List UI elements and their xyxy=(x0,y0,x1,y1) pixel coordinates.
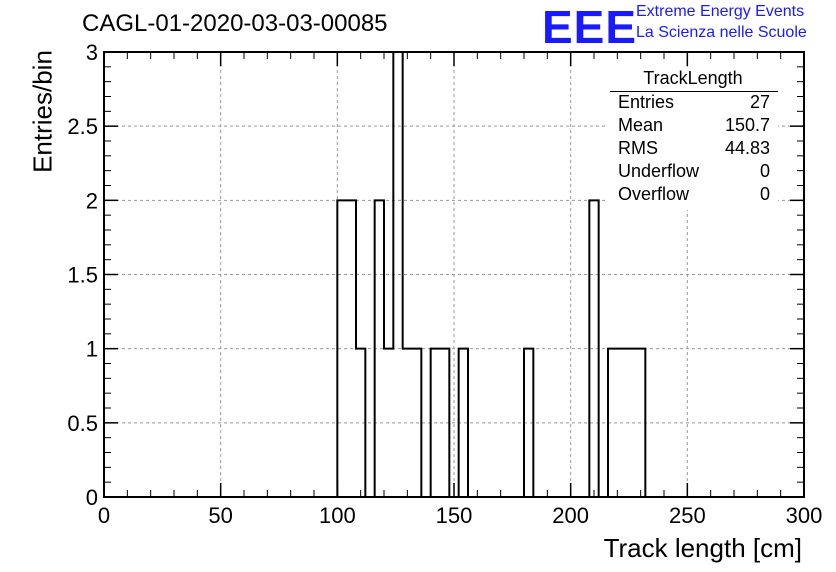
plot-frame xyxy=(103,51,805,498)
stats-value: 27 xyxy=(749,92,770,112)
histogram-bin xyxy=(524,349,533,497)
logo-tagline-1: Extreme Energy Events xyxy=(636,3,805,20)
x-tick-label: 300 xyxy=(786,503,823,528)
histogram-bin xyxy=(431,349,440,497)
histogram-bin xyxy=(636,349,645,497)
histogram-bin xyxy=(375,200,384,497)
y-tick-label: 2 xyxy=(86,188,98,213)
stats-key: Underflow xyxy=(618,161,700,181)
stats-key: Overflow xyxy=(618,184,690,204)
x-axis-label: Track length [cm] xyxy=(603,533,802,563)
x-tick-label: 150 xyxy=(436,503,473,528)
histogram-bin xyxy=(384,349,393,497)
y-tick-label: 1 xyxy=(86,337,98,362)
stats-value: 150.7 xyxy=(724,115,770,135)
eee-logo: EEE xyxy=(542,1,638,53)
x-tick-label: 200 xyxy=(552,503,589,528)
x-tick-label: 0 xyxy=(98,503,110,528)
histogram-bin xyxy=(347,200,356,497)
histogram-bin xyxy=(589,200,598,497)
stats-value: 44.83 xyxy=(724,138,770,158)
x-tick-label: 50 xyxy=(208,503,232,528)
stats-row-underflow: Underflow 0 xyxy=(618,161,770,183)
histogram-bin xyxy=(617,349,626,497)
histogram-bin xyxy=(627,349,636,497)
histogram-bin xyxy=(440,349,449,497)
stats-row-mean: Mean 150.7 xyxy=(618,115,770,137)
y-axis-label: Entries/bin xyxy=(27,50,58,173)
y-tick-label: 0 xyxy=(86,485,98,510)
histogram-bin xyxy=(403,349,412,497)
stats-key: Mean xyxy=(618,115,664,135)
stats-value: 0 xyxy=(759,184,770,204)
stats-row-rms: RMS 44.83 xyxy=(618,138,770,160)
stats-row-overflow: Overflow 0 xyxy=(618,184,770,206)
y-tick-label: 1.5 xyxy=(67,263,98,288)
stats-row-entries: Entries 27 xyxy=(618,92,770,114)
logo-tagline-2: La Scienza nelle Scuole xyxy=(636,24,807,41)
stats-value: 0 xyxy=(759,161,770,181)
run-title: CAGL-01-2020-03-03-00085 xyxy=(82,10,388,37)
histogram-bin xyxy=(393,52,402,497)
x-tick-label: 100 xyxy=(319,503,356,528)
histogram-bin xyxy=(412,349,421,497)
histogram-bin xyxy=(356,349,365,497)
stats-key: Entries xyxy=(618,92,675,112)
histogram-bin xyxy=(459,349,468,497)
tick-labels: 0 50 100 150 200 250 300 0 0.5 1 1.5 2 2.5 3 xyxy=(67,40,822,528)
y-tick-label: 2.5 xyxy=(67,114,98,139)
y-tick-label: 3 xyxy=(86,40,98,65)
histogram-bin xyxy=(337,200,346,497)
stats-divider xyxy=(610,91,778,92)
histogram-bin xyxy=(608,349,617,497)
stats-title: TrackLength xyxy=(643,68,743,88)
y-tick-label: 0.5 xyxy=(67,411,98,436)
stats-key: RMS xyxy=(618,138,658,158)
statistics-box: TrackLength Entries 27 Mean 150.7 RMS 44… xyxy=(608,68,778,210)
x-tick-label: 250 xyxy=(669,503,706,528)
